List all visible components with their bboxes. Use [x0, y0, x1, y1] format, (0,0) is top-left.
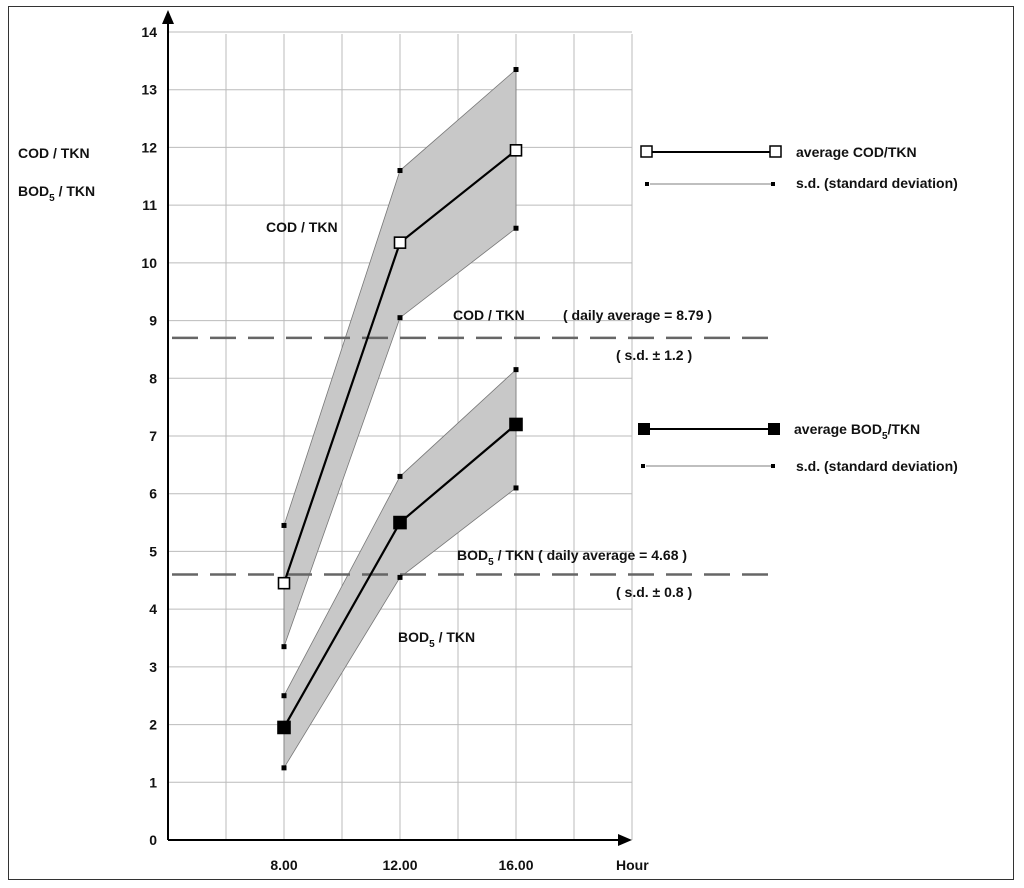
- bod-band-label: BOD5 / TKN: [398, 629, 475, 650]
- y-tick-label: 1: [149, 774, 157, 790]
- legend-cod-sd-dot-left: [645, 182, 649, 186]
- average-marker: [509, 417, 523, 432]
- y-tick-label: 9: [149, 313, 157, 329]
- average-marker: [277, 576, 291, 590]
- sd-lower-point: [281, 765, 287, 771]
- legend-bod-avg-label: average BOD5/TKN: [794, 421, 920, 442]
- y-tick-label: 2: [149, 717, 157, 733]
- average-marker: [393, 236, 407, 249]
- y-axis-label-bod: BOD5 / TKN: [18, 183, 95, 204]
- x-tick-label: 8.00: [270, 857, 297, 873]
- legend-bod-sd-label: s.d. (standard deviation): [796, 458, 958, 474]
- bod-ref-label: BOD5 / TKN ( daily average = 4.68 ): [457, 547, 687, 568]
- y-axis-label-cod: COD / TKN: [18, 145, 90, 161]
- sd-upper-point: [281, 522, 287, 528]
- average-marker: [509, 144, 523, 157]
- y-tick-label: 3: [149, 659, 157, 675]
- y-tick-label: 5: [149, 543, 157, 559]
- cod-band-label: COD / TKN: [266, 219, 338, 235]
- legend-cod-sd-dot-right: [771, 182, 775, 186]
- y-tick-label: 10: [141, 255, 157, 271]
- legend-cod-sd-label: s.d. (standard deviation): [796, 175, 958, 191]
- legend-cod-avg-label: average COD/TKN: [796, 144, 917, 160]
- series: [277, 67, 523, 771]
- x-axis-label: Hour: [616, 857, 649, 873]
- y-tick-label: 6: [149, 486, 157, 502]
- sd-lower-point: [513, 225, 519, 231]
- y-tick-label: 8: [149, 370, 157, 386]
- y-tick-label: 12: [141, 139, 157, 155]
- y-tick-label: 11: [142, 197, 157, 213]
- sd-upper-point: [397, 473, 403, 479]
- sd-upper-point: [513, 367, 519, 373]
- reference-lines: [172, 336, 776, 576]
- legend-bod-marker-right: [768, 423, 780, 435]
- x-tick-label: 12.00: [382, 857, 417, 873]
- sd-upper-point: [397, 168, 403, 174]
- grid: [168, 31, 633, 840]
- legend-cod-marker-left: [640, 145, 653, 158]
- sd-lower-point: [281, 644, 287, 650]
- average-marker: [277, 720, 291, 735]
- legend-bod-sd-dot-left: [641, 464, 645, 468]
- cod-ref-average: ( daily average = 8.79 ): [563, 307, 712, 323]
- x-tick-label: 16.00: [498, 857, 533, 873]
- chart-frame: [8, 6, 1014, 880]
- sd-lower-point: [397, 574, 403, 580]
- legend-bod-marker-left: [638, 423, 650, 435]
- sd-upper-point: [513, 67, 519, 73]
- sd-lower-point: [513, 485, 519, 491]
- cod-ref-sd: ( s.d. ± 1.2 ): [616, 347, 692, 363]
- y-tick-label: 4: [149, 601, 157, 617]
- legend-bod-sd-dot-right: [771, 464, 775, 468]
- sd-lower-point: [397, 315, 403, 321]
- average-marker: [393, 515, 407, 530]
- y-axis-arrow: [162, 10, 174, 24]
- legend: average COD/TKN s.d. (standard deviation…: [638, 144, 958, 474]
- y-tick-label: 13: [141, 82, 157, 98]
- y-tick-label: 7: [149, 428, 157, 444]
- cod-ref-label: COD / TKN: [453, 307, 525, 323]
- x-axis-arrow: [618, 834, 632, 846]
- y-tick-label: 14: [141, 24, 157, 40]
- legend-cod-marker-right: [769, 145, 782, 158]
- y-tick-label: 0: [149, 832, 157, 848]
- bod-ref-sd: ( s.d. ± 0.8 ): [616, 584, 692, 600]
- sd-upper-point: [281, 693, 287, 699]
